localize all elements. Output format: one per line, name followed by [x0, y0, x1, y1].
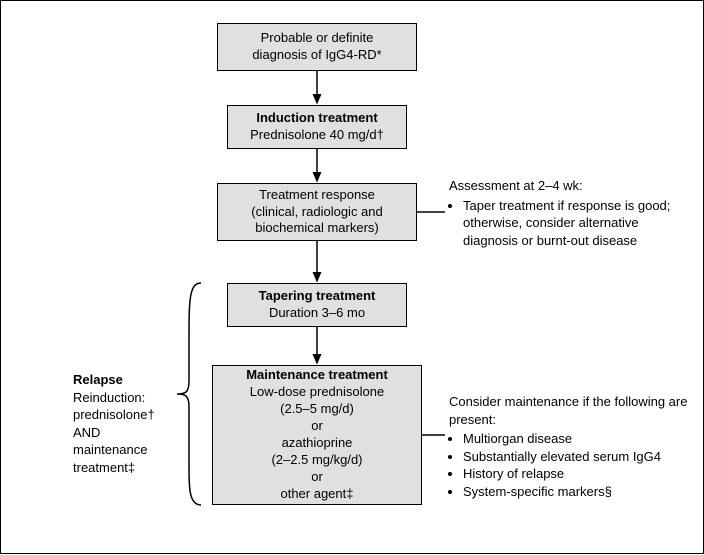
annotation-heading: Consider maintenance if the following ar…	[449, 393, 689, 428]
node-text: biochemical markers)	[255, 220, 379, 237]
node-title: Maintenance treatment	[246, 367, 388, 384]
node-text: (2–2.5 mg/kg/d)	[271, 452, 362, 469]
relapse-line: Reinduction:	[73, 389, 183, 407]
annotation-bullet: System-specific markers§	[463, 483, 689, 501]
relapse-heading: Relapse	[73, 371, 183, 389]
node-text: (clinical, radiologic and	[251, 204, 383, 221]
node-text: or	[311, 469, 323, 486]
annotation-bullet: Substantially elevated serum IgG4	[463, 448, 689, 466]
node-text: or	[311, 418, 323, 435]
node-text: Probable or definite	[261, 30, 374, 47]
relapse-line: maintenance	[73, 441, 183, 459]
annotation-maintenance: Consider maintenance if the following ar…	[449, 393, 689, 500]
node-induction: Induction treatment Prednisolone 40 mg/d…	[227, 105, 407, 149]
node-text: Duration 3–6 mo	[269, 305, 365, 322]
annotation-heading: Assessment at 2–4 wk:	[449, 177, 679, 195]
relapse-label: Relapse Reinduction: prednisolone† AND m…	[73, 371, 183, 476]
node-maintenance: Maintenance treatment Low-dose prednisol…	[212, 365, 422, 505]
annotation-list: Taper treatment if response is good; oth…	[449, 197, 679, 250]
node-title: Induction treatment	[256, 110, 377, 127]
annotation-bullet: Multiorgan disease	[463, 430, 689, 448]
relapse-line: prednisolone†	[73, 406, 183, 424]
node-text: Treatment response	[259, 187, 375, 204]
node-text: azathioprine	[282, 435, 353, 452]
annotation-list: Multiorgan disease Substantially elevate…	[449, 430, 689, 500]
relapse-line: AND	[73, 424, 183, 442]
flowchart-canvas: Probable or definite diagnosis of IgG4-R…	[0, 0, 704, 554]
node-text: Prednisolone 40 mg/d†	[250, 127, 384, 144]
node-diagnosis: Probable or definite diagnosis of IgG4-R…	[217, 23, 417, 71]
annotation-assessment: Assessment at 2–4 wk: Taper treatment if…	[449, 177, 679, 249]
node-text: other agent‡	[280, 486, 353, 503]
node-title: Tapering treatment	[259, 288, 376, 305]
node-tapering: Tapering treatment Duration 3–6 mo	[227, 283, 407, 327]
node-text: (2.5–5 mg/d)	[280, 401, 354, 418]
node-text: Low-dose prednisolone	[250, 384, 384, 401]
relapse-line: treatment‡	[73, 459, 183, 477]
node-text: diagnosis of IgG4-RD*	[252, 47, 381, 64]
annotation-bullet: Taper treatment if response is good; oth…	[463, 197, 679, 250]
annotation-bullet: History of relapse	[463, 465, 689, 483]
node-response: Treatment response (clinical, radiologic…	[217, 183, 417, 241]
